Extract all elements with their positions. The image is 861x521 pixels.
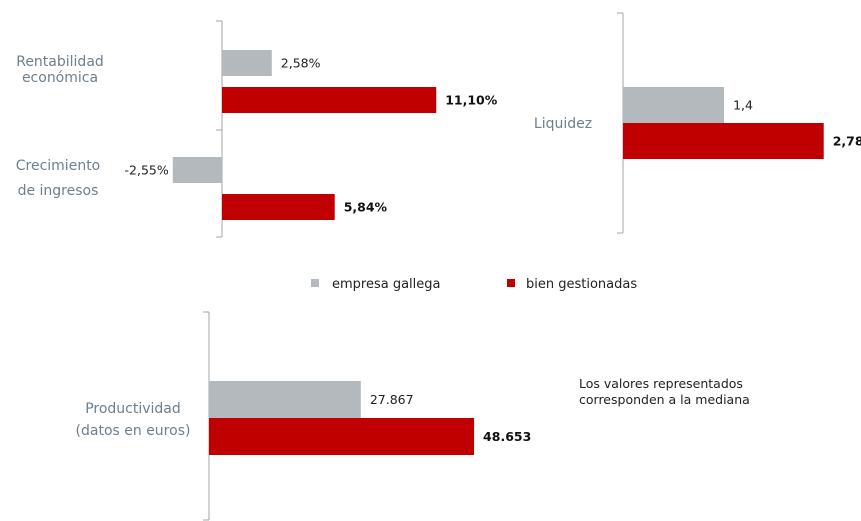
bar-good bbox=[209, 418, 475, 455]
note-line-1: Los valores representados bbox=[579, 376, 743, 391]
bar-good bbox=[222, 87, 437, 113]
bar-baseline bbox=[623, 87, 725, 123]
bar-baseline bbox=[172, 157, 222, 183]
legend-label-good: bien gestionadas bbox=[526, 277, 637, 292]
chart-liquidity: Liquidez 1,4 2,78 bbox=[534, 12, 861, 234]
data-label: 1,4 bbox=[733, 98, 753, 113]
legend-label-baseline: empresa gallega bbox=[332, 277, 441, 292]
median-note: Los valores representados corresponden a… bbox=[579, 376, 750, 407]
category-label: Liquidez bbox=[534, 116, 592, 132]
note-line-2: corresponden a la mediana bbox=[579, 392, 750, 407]
legend-swatch-good bbox=[507, 279, 515, 287]
data-label: 2,78 bbox=[833, 134, 861, 149]
category-label: de ingresos bbox=[18, 183, 99, 199]
data-label: 27.867 bbox=[370, 392, 414, 407]
category-label: (datos en euros) bbox=[76, 423, 191, 439]
legend: empresa gallega bien gestionadas bbox=[311, 277, 637, 292]
data-label: 11,10% bbox=[445, 93, 498, 108]
category-label: económica bbox=[22, 70, 98, 86]
category-label: Productividad bbox=[85, 401, 181, 417]
legend-swatch-baseline bbox=[311, 279, 319, 287]
bar-baseline bbox=[222, 50, 272, 76]
bar-good bbox=[623, 123, 824, 159]
category-label: Rentabilidad bbox=[16, 54, 104, 70]
chart-productivity: Productividad (datos en euros) 27.867 48.65… bbox=[76, 311, 531, 521]
data-label: 48.653 bbox=[483, 429, 531, 444]
data-label: -2,55% bbox=[125, 163, 169, 178]
data-label: 5,84% bbox=[344, 200, 388, 215]
bar-baseline bbox=[209, 381, 361, 418]
bar-good bbox=[222, 194, 335, 220]
data-label: 2,58% bbox=[281, 56, 321, 71]
category-label: Crecimiento bbox=[16, 158, 101, 174]
